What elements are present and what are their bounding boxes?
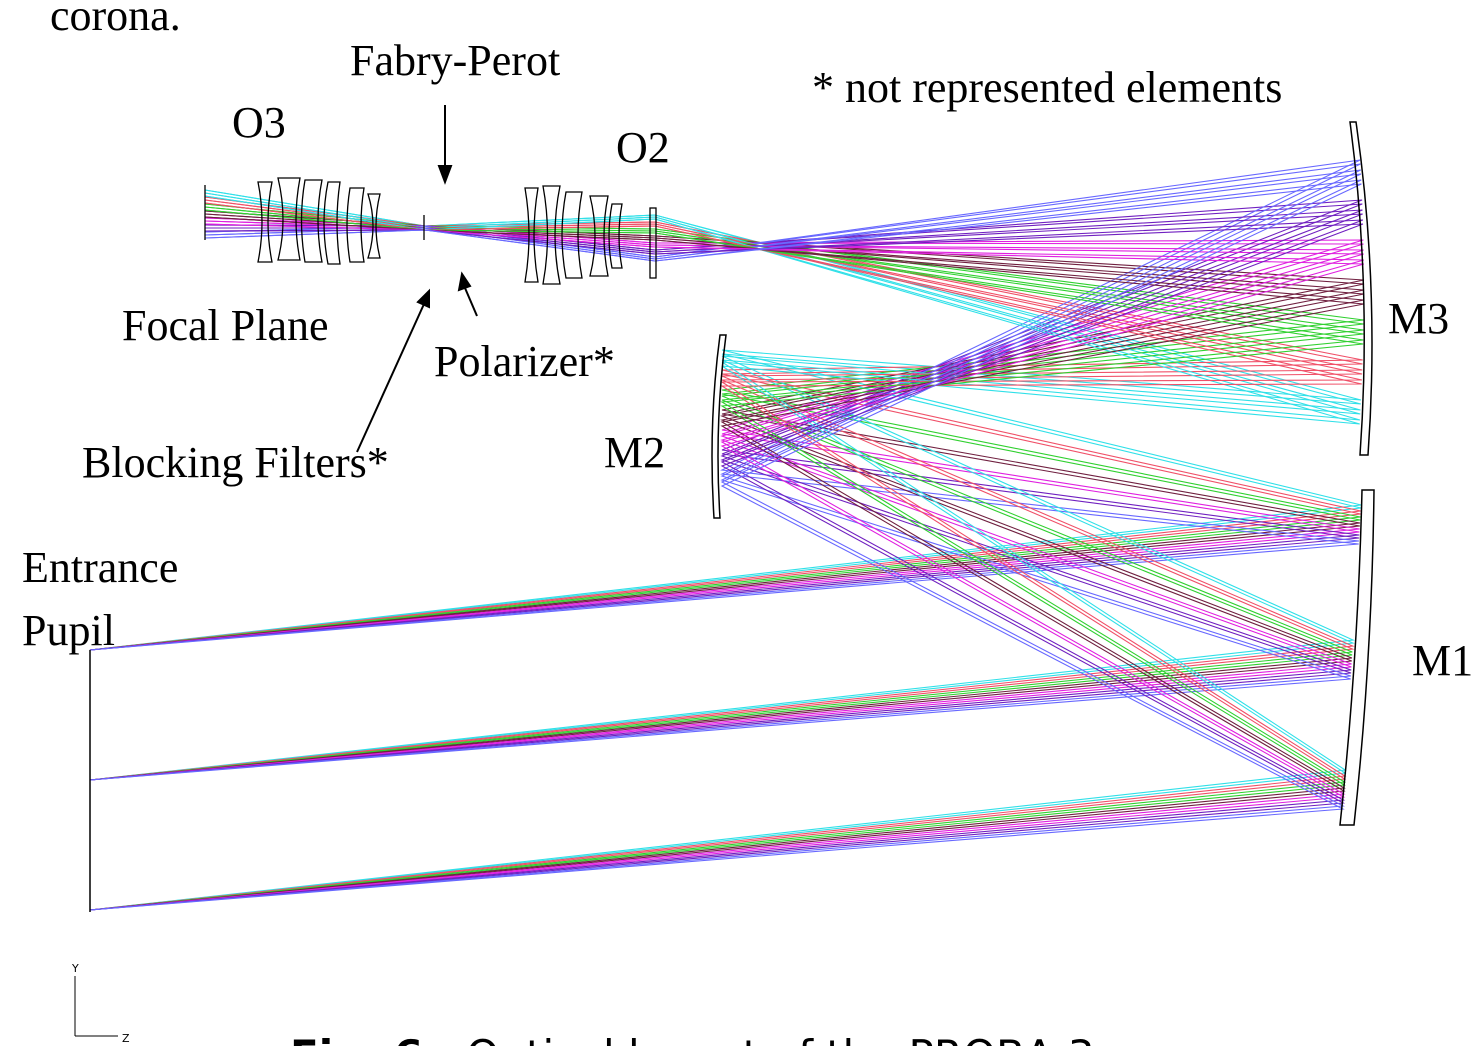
label: M1 bbox=[1412, 636, 1472, 685]
label: M2 bbox=[604, 428, 665, 477]
note: * not represented elements bbox=[812, 63, 1282, 112]
label: Focal Plane bbox=[122, 301, 329, 350]
label: Entrance bbox=[22, 543, 178, 592]
label: O3 bbox=[232, 98, 286, 147]
label: O2 bbox=[616, 123, 670, 172]
header-fragment: corona. bbox=[50, 0, 181, 40]
label: Polarizer* bbox=[434, 337, 615, 386]
label: Fabry-Perot bbox=[350, 36, 560, 85]
ray bbox=[90, 214, 1363, 780]
caption-number: Fig. 6. bbox=[290, 1031, 439, 1046]
label: M3 bbox=[1388, 294, 1449, 343]
axis-y-label: Y bbox=[71, 962, 79, 975]
axis-triad bbox=[75, 976, 118, 1036]
label: Blocking Filters* bbox=[82, 438, 389, 487]
label: Pupil bbox=[22, 606, 115, 655]
axis-z-label: Z bbox=[122, 1032, 130, 1045]
pointer-arrows bbox=[357, 105, 477, 452]
caption-text: Optical layout of the PROBA-3 bbox=[466, 1031, 1094, 1046]
caption: Fig. 6. Optical layout of the PROBA-3 bbox=[290, 1031, 1095, 1046]
optical-layout: Y Z corona. Fabry-Perot * not represente… bbox=[0, 0, 1472, 1046]
mirror-m3 bbox=[1350, 122, 1372, 455]
ray-bundle bbox=[90, 160, 1364, 910]
